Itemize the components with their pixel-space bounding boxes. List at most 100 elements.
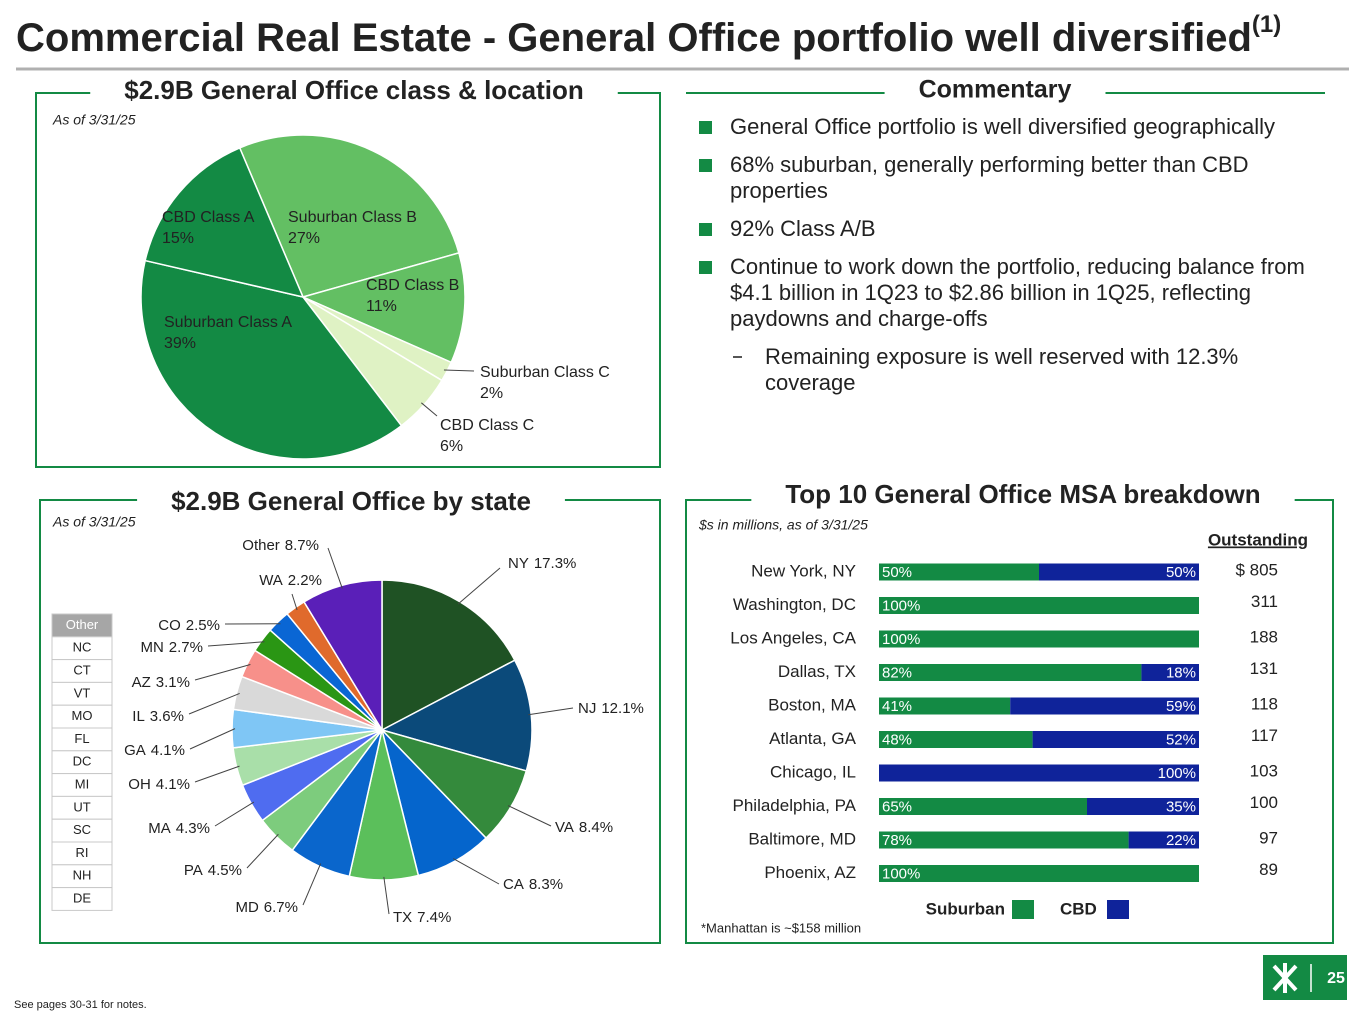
slice-label: Suburban Class B 27% [288, 209, 417, 247]
bar-segment [879, 664, 1142, 681]
slice-category: Suburban Class B [288, 209, 417, 226]
bar-label: 100% [882, 865, 920, 882]
bar-segment [879, 563, 1039, 581]
title-text: Commercial Real Estate - General Office … [16, 16, 1252, 60]
pie-slice [144, 146, 305, 299]
table-text: FL [74, 731, 89, 746]
slice-value: 8.4% [579, 819, 613, 836]
slice-label: PA 4.5% [184, 862, 242, 879]
slice-category: WA [259, 572, 283, 589]
bar-label: 35% [1166, 798, 1196, 815]
bar-segment [879, 865, 1199, 882]
table-text: MO [72, 708, 93, 723]
outstanding-value: 131 [1250, 659, 1278, 678]
bar-label: 100% [882, 597, 920, 614]
slice-value: 8.3% [529, 876, 563, 893]
slice-value: 11% [366, 298, 397, 315]
bar-segment [879, 798, 1087, 815]
title-backdrop [884, 75, 1106, 104]
slice-value: 17.3% [534, 555, 577, 572]
table-text: MI [75, 777, 89, 792]
bar-segment [1039, 563, 1199, 581]
legend-swatch [1107, 900, 1129, 919]
bar-label: 18% [1166, 664, 1196, 681]
table-text: VT [74, 685, 91, 700]
bar-segment [1087, 798, 1199, 815]
slice-label: Suburban Class C 2% [480, 364, 610, 402]
bullet: 92% Class A/B [697, 216, 1327, 242]
table-text: SC [73, 822, 91, 837]
bar-label: 59% [1166, 698, 1196, 715]
bar-segment [1010, 697, 1199, 715]
slice-category: Suburban Class A [164, 314, 292, 331]
slice-category: MD [235, 899, 258, 916]
outstanding-value: 117 [1251, 726, 1278, 745]
slice-value: 3.6% [150, 708, 184, 725]
slice-category: IL [132, 708, 145, 725]
slice-category: MN [140, 639, 163, 656]
title-backdrop [137, 485, 565, 516]
title-backdrop [751, 478, 1295, 509]
slice-category: MA [148, 820, 171, 837]
slice-label: Suburban Class A 39% [164, 314, 292, 352]
slice-label: AZ 3.1% [132, 674, 190, 691]
slice-label: CBD Class B 11% [366, 277, 459, 315]
category-label: New York, NY [751, 561, 856, 580]
slice-value: 15% [162, 230, 194, 247]
page-number: 25 [1327, 970, 1345, 987]
bar-label: 48% [882, 731, 912, 748]
column-header: Outstanding [1208, 530, 1308, 549]
leader-line [246, 833, 279, 869]
table-cell [51, 887, 113, 911]
table-text: DE [73, 891, 91, 906]
outstanding-value: 100 [1250, 793, 1278, 812]
slice-category: TX [393, 909, 412, 926]
bar-segment [1032, 731, 1199, 748]
slice-label: VA 8.4% [555, 819, 613, 836]
bullet: General Office portfolio is well diversi… [697, 114, 1327, 140]
slice-value: 39% [164, 335, 196, 352]
slice-label: MD 6.7% [235, 899, 298, 916]
bar-label: 78% [882, 832, 912, 849]
category-label: Philadelphia, PA [733, 796, 857, 815]
bar-segment [879, 731, 1033, 748]
category-label: Baltimore, MD [748, 829, 856, 848]
slice-label: MN 2.7% [140, 639, 203, 656]
table-text: NC [73, 640, 92, 655]
bullet: Remaining exposure is well reserved with… [697, 344, 1327, 396]
legend-swatch [1012, 900, 1034, 919]
table-text: DC [73, 754, 92, 769]
slice-label: GA 4.1% [124, 742, 185, 759]
slice-category: CO [158, 617, 181, 634]
outstanding-value: 103 [1250, 761, 1278, 780]
leader-line [194, 664, 251, 681]
slice-value: 4.5% [208, 862, 242, 879]
panel-title: $2.9B General Office by state [171, 486, 531, 516]
outstanding-value: 97 [1259, 828, 1278, 847]
slice-label: WA 2.2% [259, 572, 322, 589]
logo-icon [1272, 963, 1298, 993]
pie-slice [300, 251, 466, 364]
category-label: Chicago, IL [770, 762, 856, 781]
slice-label: CA 8.3% [503, 876, 563, 893]
slice-label: TX 7.4% [393, 909, 451, 926]
category-label: Boston, MA [768, 695, 857, 714]
bar-label: 50% [882, 564, 912, 581]
bar-label: 52% [1166, 731, 1196, 748]
outstanding-value: $ 805 [1235, 560, 1278, 579]
slice-label: NY 17.3% [508, 555, 576, 572]
table-text: CT [73, 663, 90, 678]
slice-value: 3.1% [156, 674, 190, 691]
bar-segment [879, 831, 1129, 849]
legend-label: Suburban [926, 899, 1005, 918]
bar-segment [879, 697, 1011, 715]
category-label: Washington, DC [733, 595, 856, 614]
slice-category: CBD Class B [366, 277, 459, 294]
leader-line [188, 692, 240, 715]
category-label: Dallas, TX [778, 662, 856, 681]
bar-label: 82% [882, 664, 912, 681]
leader-line [214, 801, 255, 827]
slice-value: 2.7% [169, 639, 203, 656]
